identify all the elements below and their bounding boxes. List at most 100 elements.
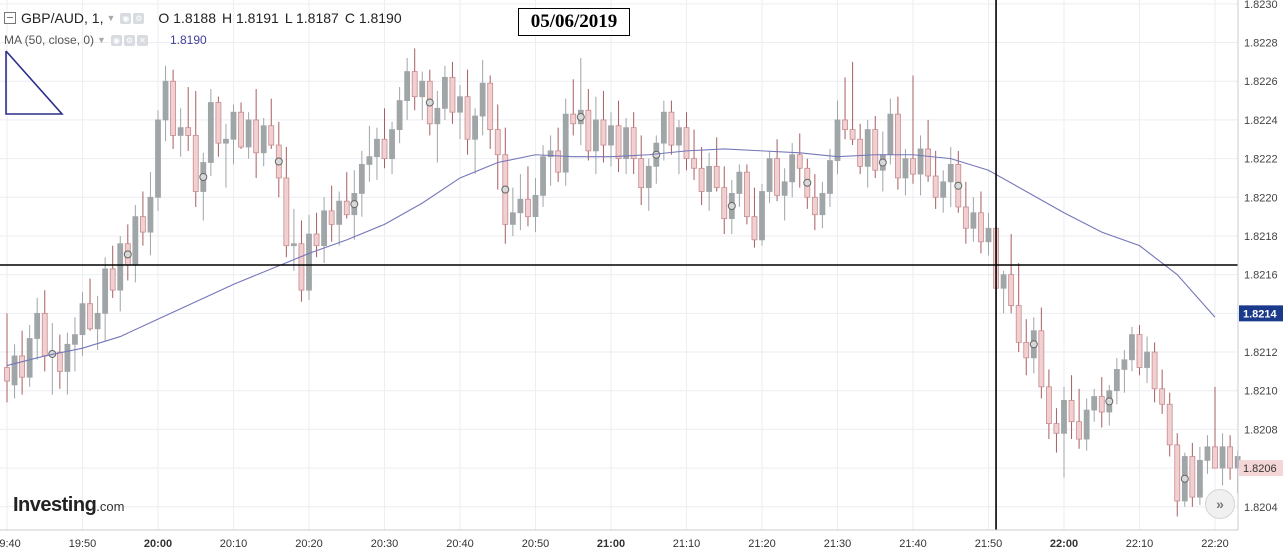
up-candle <box>117 235 124 312</box>
up-candle <box>509 187 516 236</box>
candle-body <box>1015 305 1022 343</box>
candle-body <box>660 111 667 144</box>
down-candle <box>494 104 501 190</box>
up-candle <box>419 71 426 120</box>
candle-body <box>306 233 312 291</box>
candle-body <box>102 268 109 314</box>
candle-body <box>623 127 629 160</box>
candle-marker <box>274 157 283 166</box>
up-candle <box>834 100 841 175</box>
down-candle <box>615 100 622 173</box>
candle-body <box>555 150 562 173</box>
candle-body <box>630 127 637 160</box>
close-icon[interactable]: ✕ <box>136 34 148 46</box>
candle-body <box>978 212 984 243</box>
candle-body <box>562 113 569 173</box>
down-candle <box>638 135 645 206</box>
candle-body <box>713 165 720 189</box>
candle-body <box>1113 369 1120 392</box>
candle-body <box>872 129 879 171</box>
down-candle <box>857 123 864 175</box>
candle-body <box>366 156 373 165</box>
down-candle <box>41 290 48 372</box>
down-candle <box>381 108 388 169</box>
up-candle <box>102 257 109 341</box>
candle-body <box>192 135 199 192</box>
up-candle <box>759 183 765 246</box>
up-candle <box>49 323 56 395</box>
down-candle <box>87 278 93 331</box>
candle-body <box>925 148 931 177</box>
up-candle <box>94 295 101 351</box>
down-candle <box>328 185 335 242</box>
up-candle <box>155 110 161 211</box>
gear-icon[interactable]: ⚙ <box>133 12 145 24</box>
up-candle <box>207 88 214 177</box>
up-candle <box>441 65 448 120</box>
candle-body <box>1046 386 1052 425</box>
candle-body <box>336 200 343 225</box>
candle-marker <box>1105 397 1114 406</box>
down-candle <box>895 96 901 190</box>
up-candle <box>676 119 682 175</box>
candle-body <box>79 303 86 336</box>
down-candle <box>298 220 305 302</box>
up-candle <box>970 197 977 242</box>
up-candle <box>608 112 614 167</box>
candle-body <box>985 227 992 243</box>
y-tick-label: 1.8224 <box>1244 115 1278 127</box>
eye-icon[interactable]: ◉ <box>120 12 132 24</box>
up-candle <box>1000 270 1007 314</box>
candle-body <box>736 171 743 194</box>
candle-body <box>849 129 856 140</box>
double-chevron-right-icon[interactable]: » <box>1205 489 1235 519</box>
down-candle <box>1159 369 1166 414</box>
candle-marker <box>727 202 736 211</box>
y-tick-label: 1.8210 <box>1244 386 1278 398</box>
candle-body <box>358 164 365 194</box>
down-candle <box>872 116 879 178</box>
up-candle <box>200 152 207 221</box>
up-candle <box>1091 388 1098 422</box>
up-candle <box>562 98 569 186</box>
down-candle <box>19 330 26 395</box>
candle-body <box>547 150 554 158</box>
candle-marker <box>954 181 963 190</box>
drawing-tool-icon[interactable] <box>5 50 64 115</box>
candle-body <box>1159 388 1166 405</box>
x-tick-label: 20:40 <box>446 538 474 550</box>
x-tick-label: 22:20 <box>1201 538 1229 550</box>
candle-body <box>570 113 577 125</box>
up-candle <box>653 135 660 184</box>
down-candle <box>978 191 984 254</box>
up-candle <box>940 170 947 213</box>
candle-body <box>751 216 758 241</box>
up-candle <box>147 172 154 256</box>
candle-body <box>155 119 161 198</box>
chevron-down-icon[interactable]: ▼ <box>106 13 116 23</box>
y-tick-label: 1.8212 <box>1244 347 1278 359</box>
candle-body <box>41 312 48 357</box>
candle-body <box>1053 423 1060 434</box>
up-candle <box>366 125 373 182</box>
candle-body <box>947 164 954 183</box>
down-candle <box>464 69 471 155</box>
candle-body <box>328 210 335 225</box>
candle-body <box>381 138 388 160</box>
up-candle <box>593 96 599 175</box>
up-candle <box>1219 433 1226 486</box>
candle-body <box>638 158 645 189</box>
x-tick-label: 22:10 <box>1126 538 1154 550</box>
chevron-down-icon[interactable]: ▼ <box>97 35 106 45</box>
candle-body <box>230 111 237 140</box>
down-candle <box>253 88 260 178</box>
collapse-icon[interactable] <box>4 12 16 24</box>
candle-body <box>487 82 494 130</box>
eye-icon[interactable]: ◉ <box>110 34 122 46</box>
gear-icon[interactable]: ⚙ <box>123 34 135 46</box>
down-candle <box>1023 319 1030 376</box>
up-candle <box>11 344 18 399</box>
down-candle <box>1174 433 1181 517</box>
candle-body <box>245 119 252 148</box>
